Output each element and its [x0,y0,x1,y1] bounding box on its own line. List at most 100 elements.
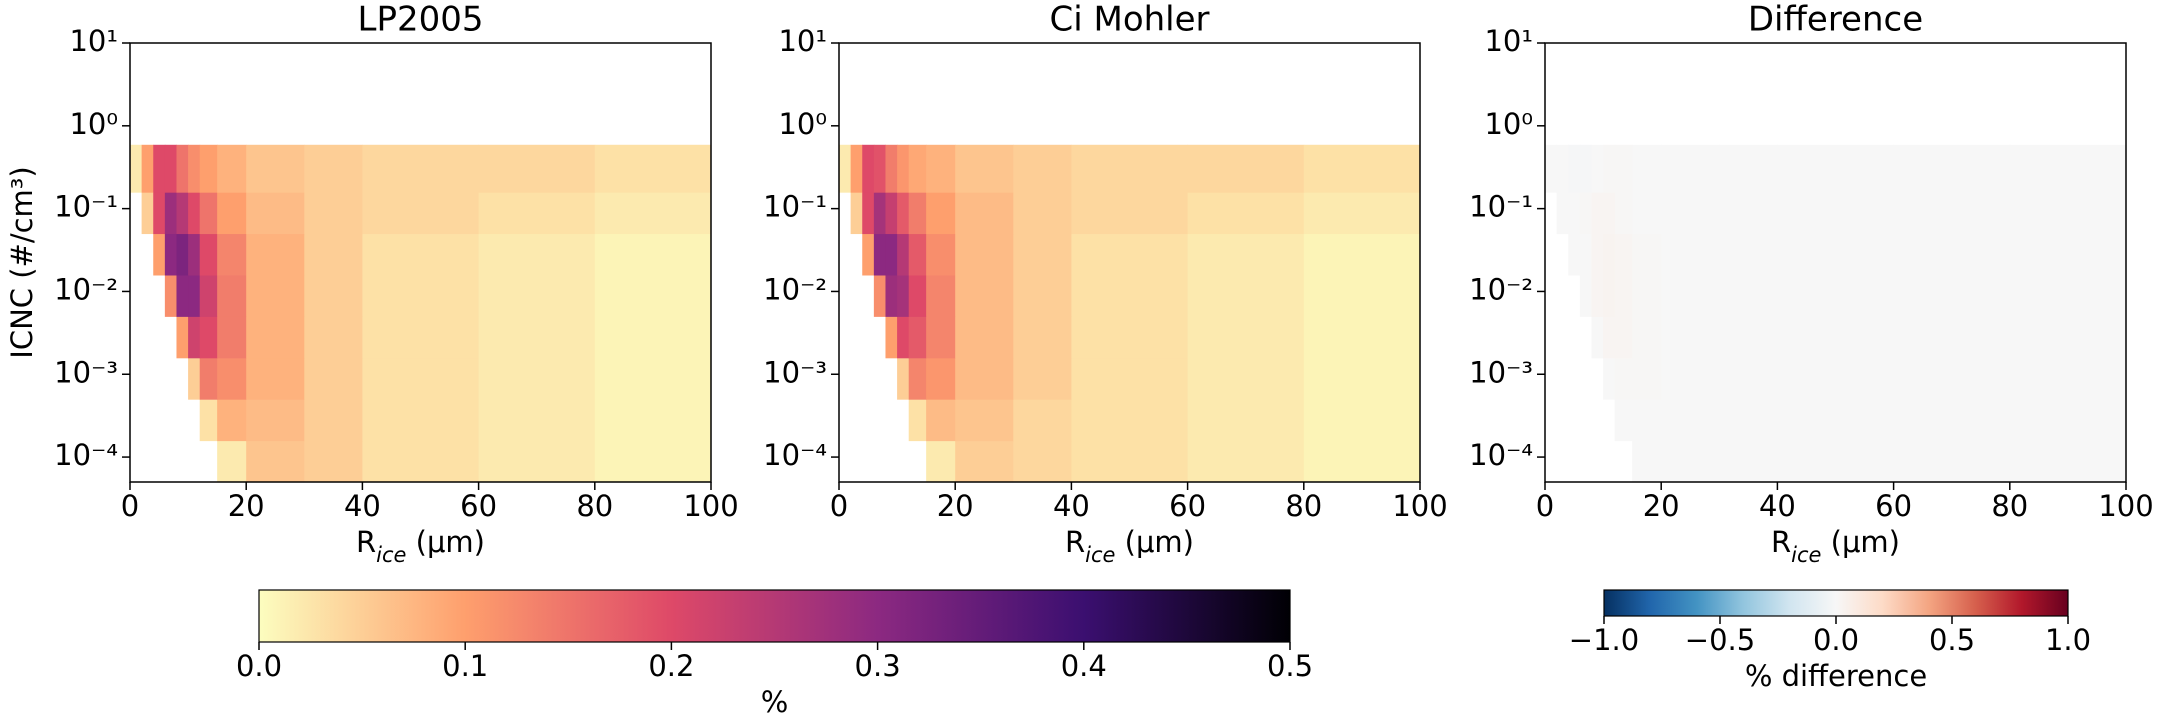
y-tick-label: 10⁻³ [1469,355,1533,389]
heatmap-cell [246,192,305,235]
heatmap-cell [478,192,596,235]
heatmap-cell [217,357,247,400]
heatmap-cell [1719,357,1778,400]
heatmap-cell [1303,192,1421,235]
y-tick-label: 10¹ [778,24,827,58]
heatmap-cell [1614,274,1633,317]
colorbar [1603,589,2069,617]
x-tick-label: 40 [344,489,381,523]
heatmap-cell [1614,357,1633,400]
heatmap-cell [908,357,927,400]
x-tick-label: 20 [228,489,265,523]
heatmap-cells [839,144,1421,483]
heatmap-cell [1719,233,1778,276]
heatmap-cell [217,233,247,276]
heatmap-cell [1303,144,1421,193]
heatmap-cell [1303,399,1421,442]
heatmap-cell [926,357,956,400]
heatmap-cell [1614,144,1633,193]
axes-frame [129,42,712,483]
heatmap-cell [885,192,898,235]
heatmap-cell [908,233,927,276]
heatmap-cell [217,440,247,483]
heatmap-cell [362,274,480,317]
heatmap-cell [188,192,201,235]
heatmap-cell [862,144,875,193]
heatmap-cell [850,144,863,193]
heatmap-cell [955,233,1014,276]
heatmap-cell [1187,399,1305,442]
heatmap-cell [1661,440,1720,483]
y-axis-label: ICNC (#/cm³) [5,166,39,358]
colorbar-tick-label: 0.2 [648,649,694,683]
heatmap-cell [897,274,910,317]
heatmap-cell [955,357,1014,400]
heatmap-cell [1071,357,1189,400]
heatmap-cell [1013,440,1072,483]
heatmap-cell [885,316,898,359]
heatmap-cells [130,144,712,483]
heatmap-cell [2009,357,2127,400]
heatmap-cell [1893,144,2011,193]
heatmap-cell [176,274,189,317]
heatmap-cell [955,274,1014,317]
x-axis-label-part: R [1771,525,1791,559]
heatmap-cell [1661,357,1720,400]
colorbar-tick-label: 1.0 [2045,623,2091,657]
heatmap-cell [362,144,480,193]
heatmap-cell [153,192,166,235]
heatmap-cell [217,399,247,442]
heatmap-cell [926,316,956,359]
heatmap-cell [246,357,305,400]
heatmap-cell [908,192,927,235]
heatmap-cell [926,274,956,317]
x-tick-label: 40 [1759,489,1796,523]
heatmap-cell [1013,357,1072,400]
heatmap-cell [304,399,363,442]
heatmap-cell [594,399,712,442]
heatmap-cell [1591,192,1604,235]
heatmap-cell [1632,144,1662,193]
heatmap-cell [1777,440,1895,483]
heatmap-cell [1632,274,1662,317]
heatmap-cell [2009,399,2127,442]
heatmap-cell [176,192,189,235]
colorbar-tick-label: 0.5 [1267,649,1313,683]
colorbar-tick-label: 0.0 [236,649,282,683]
y-tick-label: 10⁻¹ [1469,190,1533,224]
heatmap-cell [2009,316,2127,359]
panel-title: Ci Mohler [1049,0,1209,40]
heatmap-cell [362,399,480,442]
heatmap-cell [478,233,596,276]
heatmap-cell [897,316,910,359]
heatmap-cell [362,357,480,400]
heatmap-cell [176,316,189,359]
heatmap-cell [955,440,1014,483]
heatmap-cell [304,192,363,235]
heatmap-cell [926,399,956,442]
panel-title: LP2005 [358,0,484,40]
heatmap-cell [176,233,189,276]
y-tick-label: 10⁻² [1469,272,1533,306]
heatmap-cell [1568,144,1581,193]
heatmap-cell [1719,440,1778,483]
heatmap-cell [478,440,596,483]
heatmap-cell [362,233,480,276]
x-tick-label: 0 [1536,489,1554,523]
heatmap-cell [478,144,596,193]
x-axis-label-part: ice [1791,543,1821,567]
x-axis-label-part: ice [1085,543,1115,567]
axes-frame [1544,42,2127,483]
heatmap-cell [594,274,712,317]
heatmap-cell [594,192,712,235]
heatmap-cell [2009,144,2127,193]
heatmap-cell [1568,233,1581,276]
heatmap-cell [246,144,305,193]
heatmap-cell [199,357,218,400]
heatmap-cell [850,192,863,235]
heatmap-cell [1591,233,1604,276]
x-axis-label: Rice (μm) [1065,525,1194,567]
y-tick-label: 10¹ [1484,24,1533,58]
x-tick-label: 20 [1643,489,1680,523]
